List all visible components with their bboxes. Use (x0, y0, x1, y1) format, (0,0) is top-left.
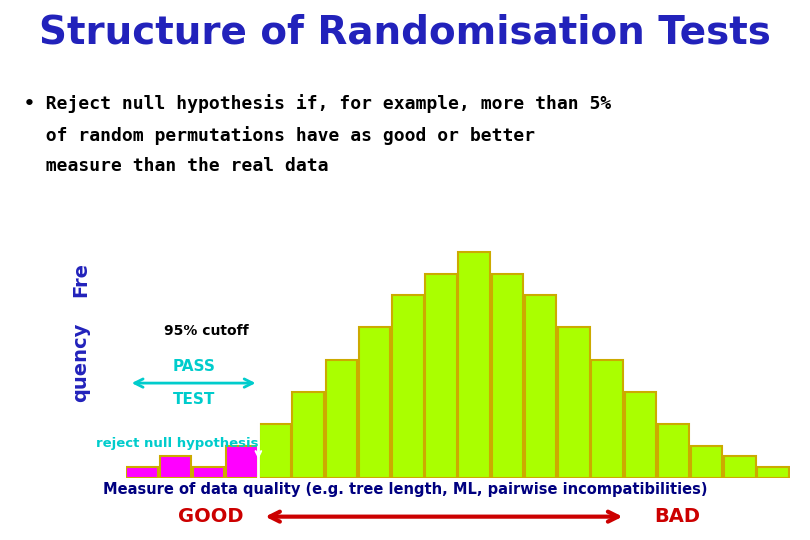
Bar (226, 446, 258, 478)
Bar (326, 360, 357, 478)
Text: Structure of Randomisation Tests: Structure of Randomisation Tests (39, 14, 771, 51)
Bar (591, 360, 623, 478)
Text: Measure of data quality (e.g. tree length, ML, pairwise incompatibilities): Measure of data quality (e.g. tree lengt… (103, 482, 707, 497)
Text: quency: quency (71, 322, 91, 402)
Bar (126, 467, 158, 478)
Text: Fre: Fre (71, 262, 91, 297)
Bar (757, 467, 789, 478)
Bar (691, 446, 723, 478)
Bar (724, 456, 756, 478)
Bar (658, 424, 689, 478)
Text: GOOD: GOOD (178, 507, 243, 526)
Text: 95% cutoff: 95% cutoff (164, 324, 249, 338)
Bar (425, 274, 457, 478)
Bar (292, 392, 324, 478)
Text: TEST: TEST (551, 255, 594, 271)
Bar (160, 456, 191, 478)
Bar (458, 252, 490, 478)
Text: of random permutations have as good or better: of random permutations have as good or b… (24, 126, 535, 145)
Bar (359, 327, 390, 478)
Text: measure than the real data: measure than the real data (24, 157, 329, 175)
Bar (392, 295, 424, 478)
Bar (625, 392, 656, 478)
Bar (193, 467, 224, 478)
Text: TEST: TEST (173, 392, 215, 407)
Bar (558, 327, 590, 478)
Text: • Reject null hypothesis if, for example, more than 5%: • Reject null hypothesis if, for example… (24, 94, 612, 113)
Text: reject null hypothesis: reject null hypothesis (96, 437, 258, 450)
Bar (259, 424, 291, 478)
Bar (492, 274, 523, 478)
Bar (525, 295, 556, 478)
Text: PASS: PASS (173, 359, 215, 374)
Text: FAIL: FAIL (554, 207, 590, 222)
Text: BAD: BAD (654, 507, 700, 526)
